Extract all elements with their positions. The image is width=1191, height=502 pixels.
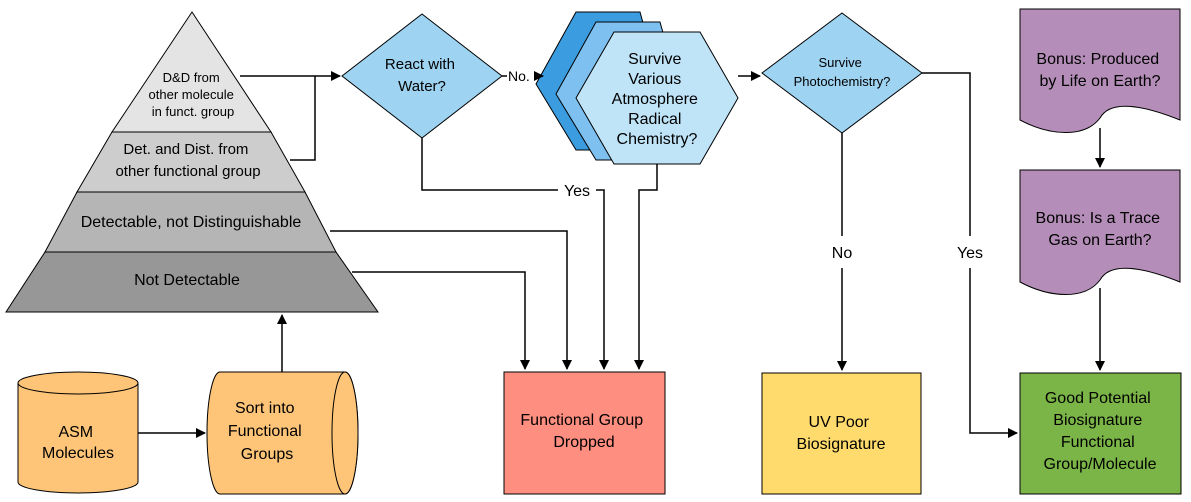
pyramid-level4-label: Not Detectable <box>134 272 240 289</box>
react-with-water-label: React with Water? <box>385 56 459 95</box>
functional-group-dropped-box: Functional Group Dropped <box>503 371 666 495</box>
asm-molecules-label: ASM Molecules <box>42 424 114 462</box>
survive-atmosphere-label: Survive Various Atmosphere Radical Chemi… <box>612 51 703 148</box>
survive-photochemistry-decision: Survive Photochemistry? <box>761 12 923 134</box>
good-potential-biosignature-label: Good Potential Biosignature Functional G… <box>1044 390 1157 473</box>
pyramid-level3-label: Detectable, not Distinguishable <box>81 214 302 231</box>
good-potential-biosignature-box: Good Potential Biosignature Functional G… <box>1019 372 1182 495</box>
arrow-pyramid-level4-to-dropped <box>352 271 530 370</box>
detectability-pyramid: D&D from other molecule in funct. group … <box>5 11 379 313</box>
bonus-produced-by-life-box: Bonus: Produced by Life on Earth? <box>1019 8 1181 133</box>
arrow-react-yes <box>421 138 604 369</box>
pyramid-top-label: D&D from other molecule in funct. group <box>149 70 238 119</box>
arrow-atmosphere-to-dropped <box>634 164 658 370</box>
arrow-photochemistry-yes <box>922 72 1017 433</box>
no-label-react: No. <box>508 68 530 84</box>
connectors <box>138 72 1105 433</box>
yes-label-react: Yes <box>564 183 590 200</box>
functional-group-dropped-label: Functional Group Dropped <box>520 412 647 451</box>
arrow-pyramid-level2-to-react <box>290 76 316 161</box>
no-label-photochemistry: No <box>832 245 853 262</box>
survive-photochemistry-label: Survive Photochemistry? <box>794 55 891 89</box>
sort-into-groups-process: Sort into Functional Groups <box>206 371 359 495</box>
bonus-trace-gas-box: Bonus: Is a Trace Gas on Earth? <box>1019 169 1181 295</box>
arrow-pyramid-level3-to-dropped <box>330 230 572 370</box>
bonus-produced-by-life-label: Bonus: Produced by Life on Earth? <box>1036 51 1163 90</box>
pyramid-level2-label: Det. and Dist. from other functional gro… <box>115 141 260 180</box>
yes-label-photochemistry: Yes <box>957 245 983 262</box>
pyramid-level-distinguishable-molecule <box>111 11 272 133</box>
sort-into-groups-label: Sort into Functional Groups <box>228 400 306 463</box>
survive-atmosphere-decision: Survive Various Atmosphere Radical Chemi… <box>535 11 739 165</box>
uv-poor-biosignature-box: UV Poor Biosignature <box>761 372 922 495</box>
react-with-water-decision: React with Water? <box>341 13 503 139</box>
uv-poor-biosignature-label: UV Poor Biosignature <box>797 414 886 453</box>
bonus-trace-gas-label: Bonus: Is a Trace Gas on Earth? <box>1036 210 1165 249</box>
asm-molecules-database: ASM Molecules <box>17 371 139 494</box>
